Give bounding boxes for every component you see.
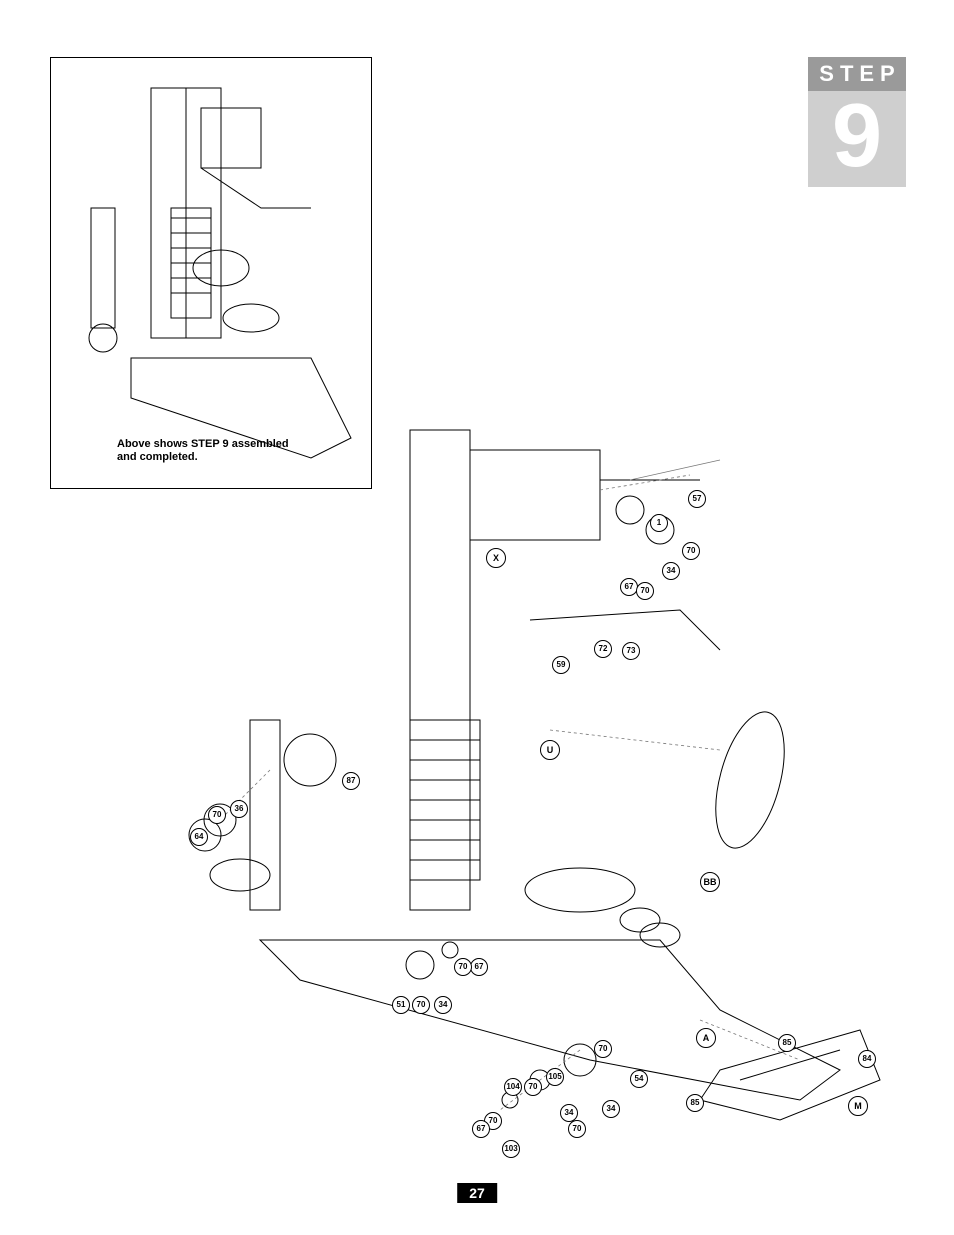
callout-number-85: 85 (686, 1094, 704, 1112)
callout-number-34: 34 (662, 562, 680, 580)
callout-number-70: 70 (454, 958, 472, 976)
callout-number-64: 64 (190, 828, 208, 846)
step-badge: STEP 9 (808, 57, 906, 187)
page-number: 27 (457, 1183, 497, 1203)
callout-number-59: 59 (552, 656, 570, 674)
callout-number-36: 36 (230, 800, 248, 818)
callout-number-105: 105 (546, 1068, 564, 1086)
callout-letter-BB: BB (700, 872, 720, 892)
callout-number-34: 34 (434, 996, 452, 1014)
callout-number-67: 67 (620, 578, 638, 596)
callout-number-70: 70 (594, 1040, 612, 1058)
callout-number-67: 67 (472, 1120, 490, 1138)
page: STEP 9 (0, 0, 954, 1235)
callout-letter-A: A (696, 1028, 716, 1048)
callout-number-70: 70 (412, 996, 430, 1014)
callout-number-87: 87 (342, 772, 360, 790)
callout-number-84: 84 (858, 1050, 876, 1068)
callout-number-70: 70 (636, 582, 654, 600)
callout-number-51: 51 (392, 996, 410, 1014)
callout-number-72: 72 (594, 640, 612, 658)
callout-number-1: 1 (650, 514, 668, 532)
callout-number-104: 104 (504, 1078, 522, 1096)
callout-number-67: 67 (470, 958, 488, 976)
callout-number-54: 54 (630, 1070, 648, 1088)
callout-number-70: 70 (208, 806, 226, 824)
callout-letter-M: M (848, 1096, 868, 1116)
callout-number-85: 85 (778, 1034, 796, 1052)
callout-number-73: 73 (622, 642, 640, 660)
callout-letter-U: U (540, 740, 560, 760)
callout-letter-X: X (486, 548, 506, 568)
callout-number-103: 103 (502, 1140, 520, 1158)
callout-number-57: 57 (688, 490, 706, 508)
step-number: 9 (808, 91, 906, 187)
callout-number-34: 34 (602, 1100, 620, 1118)
callout-number-34: 34 (560, 1104, 578, 1122)
callout-number-70: 70 (524, 1078, 542, 1096)
callout-number-70: 70 (682, 542, 700, 560)
callout-number-70: 70 (568, 1120, 586, 1138)
